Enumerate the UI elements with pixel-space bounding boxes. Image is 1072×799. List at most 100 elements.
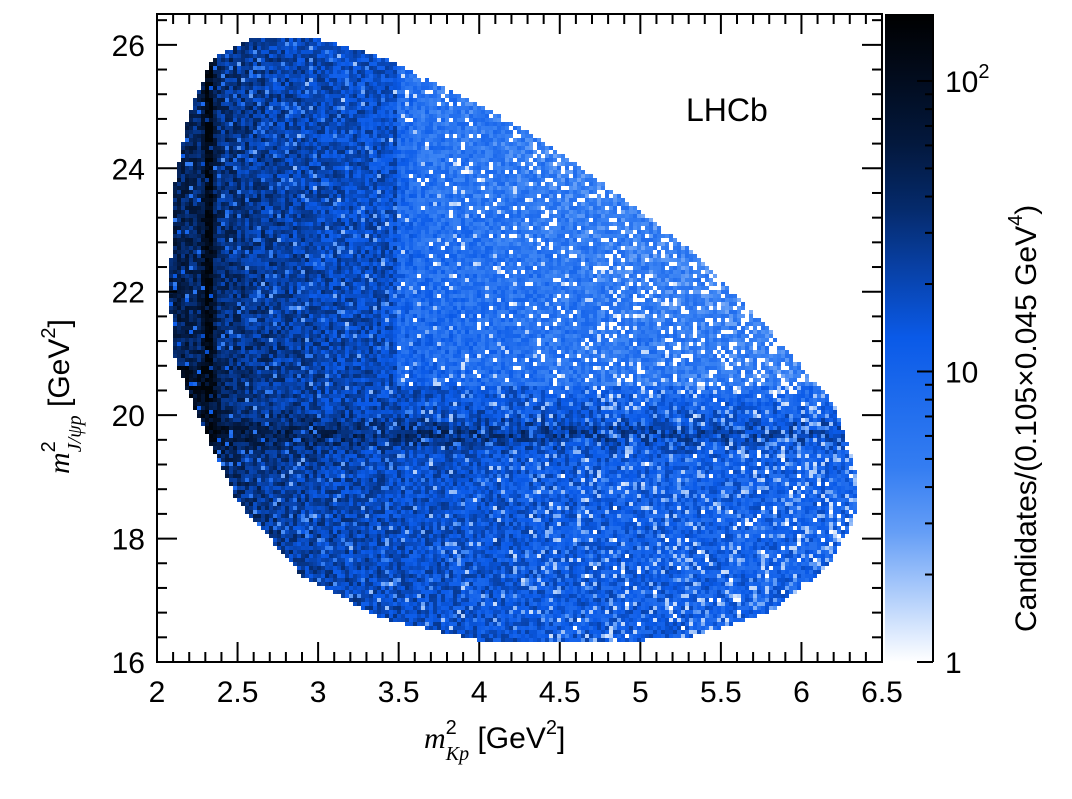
heatmap-cell [417,142,421,146]
heatmap-cell [349,190,353,194]
heatmap-cell [417,210,421,214]
heatmap-cell [261,250,265,254]
heatmap-cell [477,250,481,254]
heatmap-cell [245,170,249,174]
heatmap-cell [341,190,345,194]
heatmap-cell [537,210,541,214]
heatmap-cell [493,198,497,202]
heatmap-cell [353,174,357,178]
heatmap-cell [397,126,401,130]
heatmap-cell [509,166,513,170]
heatmap-cell [565,178,569,182]
heatmap-cell [289,182,293,186]
heatmap-cell [409,82,413,86]
heatmap-cell [221,54,225,58]
heatmap-cell [189,218,193,222]
heatmap-cell [425,98,429,102]
heatmap-cell [437,226,441,230]
heatmap-cell [365,242,369,246]
heatmap-cell [261,62,265,66]
heatmap-cell [317,206,321,210]
heatmap-cell [413,250,417,254]
heatmap-cell [341,150,345,154]
heatmap-cell [577,174,581,178]
heatmap-cell [373,110,377,114]
heatmap-cell [217,166,221,170]
heatmap-cell [309,78,313,82]
heatmap-cell [305,50,309,54]
heatmap-cell [461,130,465,134]
heatmap-cell [437,182,441,186]
heatmap-cell [521,190,525,194]
heatmap-cell [341,122,345,126]
heatmap-cell [297,210,301,214]
heatmap-cell [517,162,521,166]
heatmap-cell [221,122,225,126]
heatmap-cell [221,242,225,246]
heatmap-cell [289,54,293,58]
heatmap-cell [361,110,365,114]
heatmap-cell [233,46,237,50]
heatmap-cell [189,238,193,242]
heatmap-cell [269,126,273,130]
heatmap-cell [365,166,369,170]
heatmap-cell [201,194,205,198]
heatmap-cell [173,242,177,246]
heatmap-cell [461,162,465,166]
heatmap-cell [321,126,325,130]
heatmap-cell [349,250,353,254]
heatmap-cell [245,226,249,230]
heatmap-cell [449,190,453,194]
heatmap-cell [193,266,197,270]
heatmap-cell [493,158,497,162]
heatmap-cell [417,134,421,138]
heatmap-cell [565,174,569,178]
heatmap-cell [205,134,209,138]
heatmap-cell [213,66,217,70]
heatmap-cell [265,170,269,174]
heatmap-cell [241,210,245,214]
heatmap-cell [317,202,321,206]
heatmap-cell [317,74,321,78]
heatmap-cell [281,62,285,66]
heatmap-cell [277,238,281,242]
heatmap-cell [249,78,253,82]
heatmap-cell [673,246,677,250]
heatmap-cell [565,250,569,254]
heatmap-cell [221,262,225,266]
heatmap-cell [585,246,589,250]
heatmap-cell [577,234,581,238]
heatmap-cell [457,214,461,218]
heatmap-cell [553,234,557,238]
heatmap-cell [485,186,489,190]
heatmap-cell [677,250,681,254]
heatmap-cell [277,254,281,258]
heatmap-cell [285,162,289,166]
heatmap-cell [237,142,241,146]
heatmap-cell [525,262,529,266]
heatmap-cell [221,150,225,154]
heatmap-cell [513,222,517,226]
heatmap-cell [521,198,525,202]
heatmap-cell [293,238,297,242]
heatmap-cell [325,114,329,118]
heatmap-cell [465,254,469,258]
heatmap-cell [421,222,425,226]
heatmap-cell [385,110,389,114]
heatmap-cell [525,166,529,170]
heatmap-cell [221,62,225,66]
heatmap-cell [653,254,657,258]
heatmap-cell [369,126,373,130]
heatmap-cell [265,186,269,190]
heatmap-cell [277,42,281,46]
heatmap-cell [277,246,281,250]
heatmap-cell [425,210,429,214]
heatmap-cell [401,234,405,238]
heatmap-cell [357,82,361,86]
heatmap-cell [221,198,225,202]
heatmap-cell [453,174,457,178]
heatmap-cell [245,78,249,82]
heatmap-cell [337,186,341,190]
heatmap-cell [265,118,269,122]
heatmap-cell [369,174,373,178]
